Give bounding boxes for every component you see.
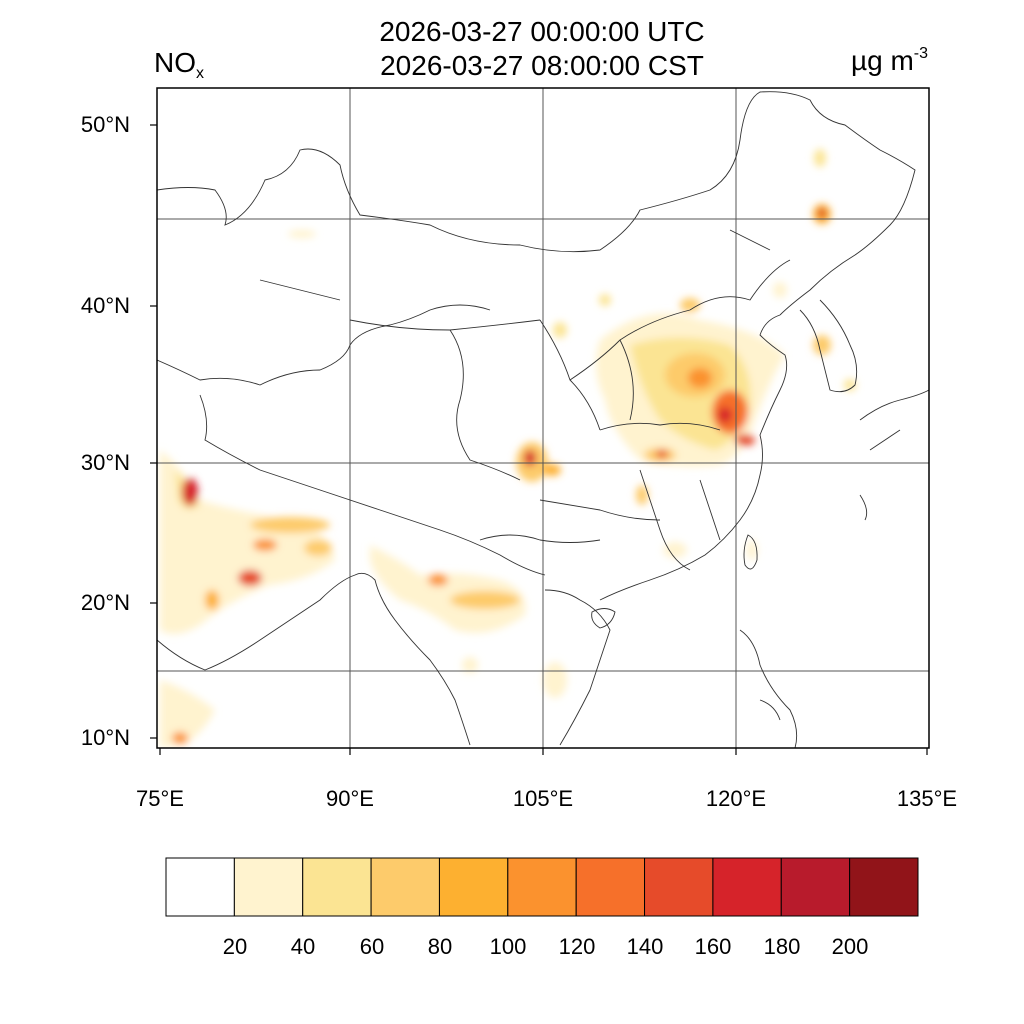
- plume-yunnan-spot: [428, 574, 448, 586]
- colorbar-swatch: [438, 857, 509, 917]
- colorbar-swatch: [507, 857, 577, 917]
- concentration-field: [160, 149, 856, 748]
- lon-label: 120°E: [705, 786, 767, 811]
- korea-coast: [799, 299, 858, 393]
- colorbar-label: 80: [427, 934, 453, 959]
- colorbar-label: 200: [831, 934, 869, 959]
- plume-spot-2: [253, 539, 277, 551]
- colorbar-label: 40: [290, 934, 316, 959]
- plume-guangdong: [663, 542, 687, 558]
- lat-label: 20°N: [80, 590, 130, 615]
- colorbar-label: 20: [222, 934, 248, 959]
- colorbar-swatch: [780, 857, 851, 917]
- plume-lanzhou: [553, 322, 567, 338]
- plume-chongqing: [543, 464, 561, 476]
- country-border-north: [157, 91, 916, 316]
- plume-south-india-core: [172, 732, 188, 744]
- colorbar-label: 100: [489, 934, 527, 959]
- plume-chengdu: [524, 450, 536, 466]
- lon-label: 105°E: [512, 786, 574, 811]
- plume-shanxi: [599, 294, 611, 306]
- plume-shanghai-core: [718, 407, 732, 423]
- boundaries: [157, 91, 929, 748]
- colorbar-swatch: [165, 857, 235, 917]
- plume-yunnan-band: [450, 591, 520, 609]
- colorbar-label: 160: [694, 934, 732, 959]
- plume-south-india: [160, 680, 215, 748]
- hainan-coast: [591, 608, 616, 629]
- plume-busan: [844, 379, 856, 391]
- himalaya-border: [199, 394, 546, 576]
- species-main: NO: [154, 47, 196, 78]
- plume-ncp-core1: [688, 368, 712, 388]
- map-area: [157, 88, 929, 748]
- country-border-west: [157, 304, 491, 386]
- plume-spot-5: [304, 540, 332, 556]
- colorbar-swatch: [302, 857, 372, 917]
- title-utc: 2026-03-27 00:00:00 UTC: [379, 16, 705, 47]
- colorbar: [165, 857, 919, 917]
- plume-myanmar: [462, 657, 478, 673]
- units-superscript: -3: [913, 45, 928, 62]
- colorbar-label: 180: [763, 934, 801, 959]
- plume-beijing: [680, 298, 700, 312]
- plume-nanjing: [735, 434, 755, 446]
- colorbar-label: 140: [626, 934, 664, 959]
- plume-spot-4: [205, 590, 219, 610]
- indochina-coast: [544, 589, 611, 746]
- china-coast: [599, 314, 788, 601]
- plume-harbin-core: [818, 208, 826, 218]
- plume-liaoning: [773, 282, 787, 298]
- lat-label: 30°N: [80, 450, 130, 475]
- colorbar-swatch: [712, 857, 782, 917]
- plume-band-1: [250, 517, 330, 533]
- plume-himalaya: [160, 450, 335, 634]
- colorbar-label: 120: [558, 934, 596, 959]
- units-label: µg m-3: [851, 45, 928, 77]
- colorbar-swatch: [233, 857, 304, 917]
- title-cst: 2026-03-27 08:00:00 CST: [380, 50, 704, 81]
- plume-hunan: [636, 485, 648, 505]
- taiwan-coast: [743, 534, 758, 570]
- lat-label: 10°N: [80, 725, 130, 750]
- plume-heilongjiang: [814, 149, 826, 167]
- plume-hotspot-west: [182, 478, 198, 506]
- plume-laos: [543, 662, 567, 698]
- plume-wuhan-core: [656, 450, 668, 458]
- plume-seoul: [813, 335, 831, 355]
- philippines-coast: [739, 629, 798, 748]
- lat-label: 50°N: [80, 112, 130, 137]
- plume-spot-3: [238, 570, 262, 586]
- axis-ticks: [150, 124, 928, 755]
- species-subscript: x: [196, 65, 204, 82]
- province-lines: [259, 229, 791, 571]
- japan-coast: [859, 389, 929, 521]
- lon-label: 90°E: [326, 786, 374, 811]
- plume-taiwan: [747, 540, 757, 560]
- plume-yunnan: [370, 545, 526, 633]
- india-coast: [157, 572, 471, 746]
- colorbar-swatch: [370, 857, 440, 917]
- units-main: µg m: [850, 45, 914, 76]
- colorbar-swatch: [575, 857, 646, 917]
- colorbar-label: 60: [359, 934, 385, 959]
- lon-label: 75°E: [136, 786, 184, 811]
- colorbar-swatch: [849, 857, 919, 917]
- plume-xinjiang: [288, 230, 316, 238]
- graticule: [157, 88, 929, 748]
- species-label: NOx: [154, 47, 204, 83]
- lat-label: 40°N: [80, 293, 130, 318]
- lon-label: 135°E: [896, 786, 958, 811]
- colorbar-swatch: [644, 857, 714, 917]
